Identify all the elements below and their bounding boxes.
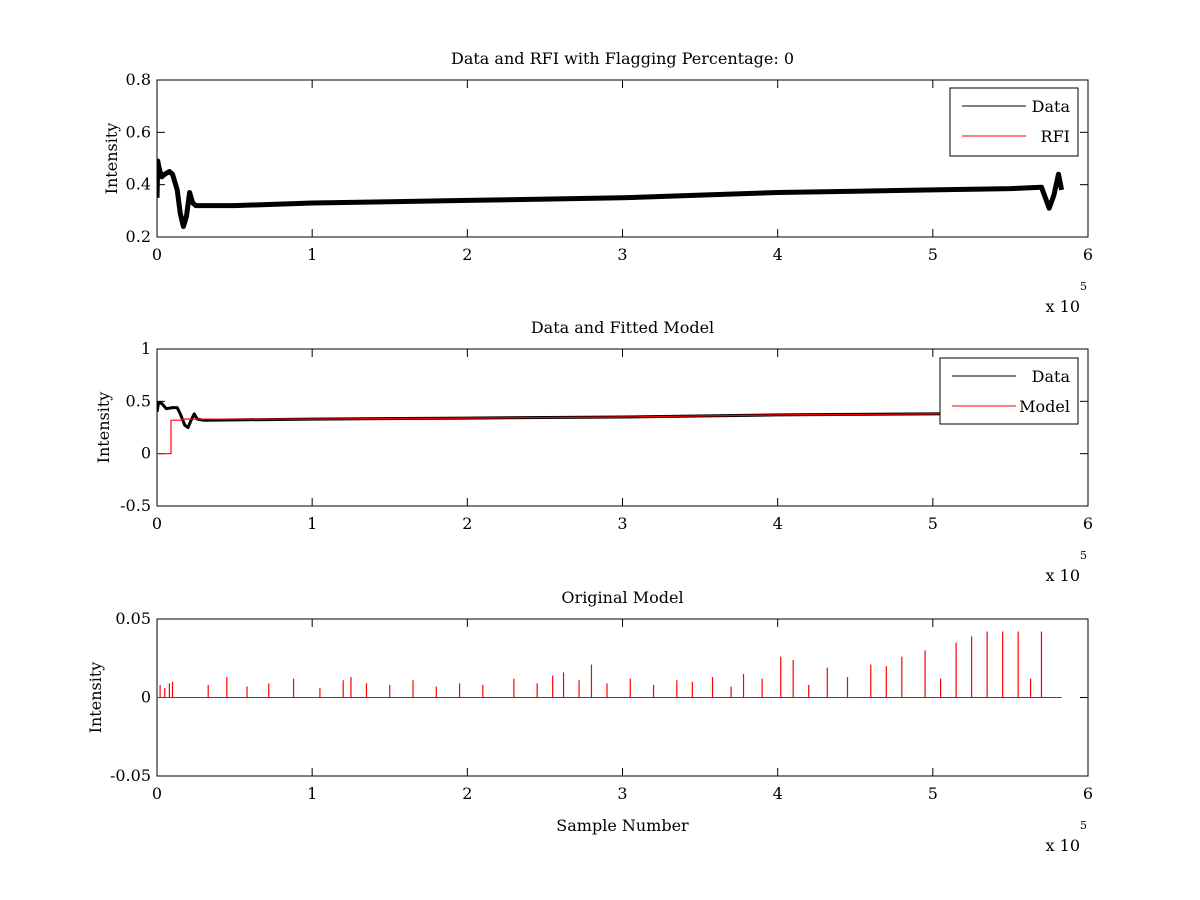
x-tick-label: 6 <box>1083 245 1093 264</box>
chart-title: Data and Fitted Model <box>531 318 714 337</box>
axes-box <box>156 348 1089 507</box>
x-tick-label: 1 <box>307 784 317 803</box>
x-tick-label: 0 <box>152 784 162 803</box>
y-tick-label: 0 <box>141 444 151 463</box>
x-tick-label: 4 <box>773 784 783 803</box>
y-tick-label: 0.2 <box>126 227 151 246</box>
legend: Data Model <box>939 357 1079 425</box>
y-tick-label: 1 <box>141 339 151 358</box>
series-model-2 <box>157 412 1062 455</box>
y-tick-label: 0.8 <box>126 70 151 89</box>
legend-label: Data <box>1032 97 1071 116</box>
y-tick-label: 0.05 <box>115 609 151 628</box>
legend-label: Data <box>1032 367 1071 386</box>
y-tick-label: 0 <box>141 688 151 707</box>
x-tick-label: 1 <box>307 514 317 533</box>
x-tick-label: 1 <box>307 245 317 264</box>
series-model-3 <box>157 631 1062 698</box>
y-axis-label: Intensity <box>86 662 105 734</box>
x-axis-label: Sample Number <box>556 816 689 835</box>
chart-title: Data and RFI with Flagging Percentage: 0 <box>451 49 794 68</box>
legend-box <box>949 87 1079 157</box>
legend-label: Model <box>1019 397 1070 416</box>
subplot-1: 0 1 2 3 4 5 6 0.2 0.4 0.6 0.8 Data and RFI with Fla… <box>102 49 1093 316</box>
x-tick-label: 4 <box>773 514 783 533</box>
x-multiplier-base: x 10 <box>1046 836 1080 855</box>
y-tick-label: -0.5 <box>120 496 151 515</box>
y-tick-label: 0.5 <box>126 391 151 410</box>
x-tick-label: 3 <box>617 784 627 803</box>
y-axis-label: Intensity <box>94 392 113 464</box>
legend-box <box>939 357 1079 425</box>
y-axis-label: Intensity <box>102 123 121 195</box>
y-tick-label: -0.05 <box>110 766 151 785</box>
x-tick-label: 5 <box>928 784 938 803</box>
x-tick-label: 0 <box>152 514 162 533</box>
y-tick-label: 0.6 <box>126 122 151 141</box>
x-tick-label: 6 <box>1083 784 1093 803</box>
x-multiplier-base: x 10 <box>1046 566 1080 585</box>
x-tick-label: 5 <box>928 514 938 533</box>
x-tick-label: 6 <box>1083 514 1093 533</box>
x-multiplier-base: x 10 <box>1046 297 1080 316</box>
x-multiplier-exponent: 5 <box>1080 819 1087 832</box>
x-tick-label: 3 <box>617 245 627 264</box>
x-multiplier-exponent: 5 <box>1080 549 1087 562</box>
x-multiplier: x 105 <box>1046 280 1087 316</box>
x-multiplier: x 105 <box>1046 819 1087 855</box>
x-tick-label: 4 <box>773 245 783 264</box>
x-tick-label: 5 <box>928 245 938 264</box>
series-line <box>157 412 1062 455</box>
series-line-core <box>157 161 1063 229</box>
x-tick-label: 2 <box>462 245 472 264</box>
series-data-1 <box>157 158 1065 229</box>
axes-box <box>156 79 1089 238</box>
x-tick-label: 2 <box>462 784 472 803</box>
chart-title: Original Model <box>561 588 683 607</box>
y-tick-label: 0.4 <box>126 175 151 194</box>
legend: Data RFI <box>949 87 1079 157</box>
x-multiplier-exponent: 5 <box>1080 280 1087 293</box>
legend-label: RFI <box>1041 127 1070 146</box>
x-multiplier: x 105 <box>1046 549 1087 585</box>
x-tick-label: 2 <box>462 514 472 533</box>
x-tick-label: 0 <box>152 245 162 264</box>
x-tick-label: 3 <box>617 514 627 533</box>
